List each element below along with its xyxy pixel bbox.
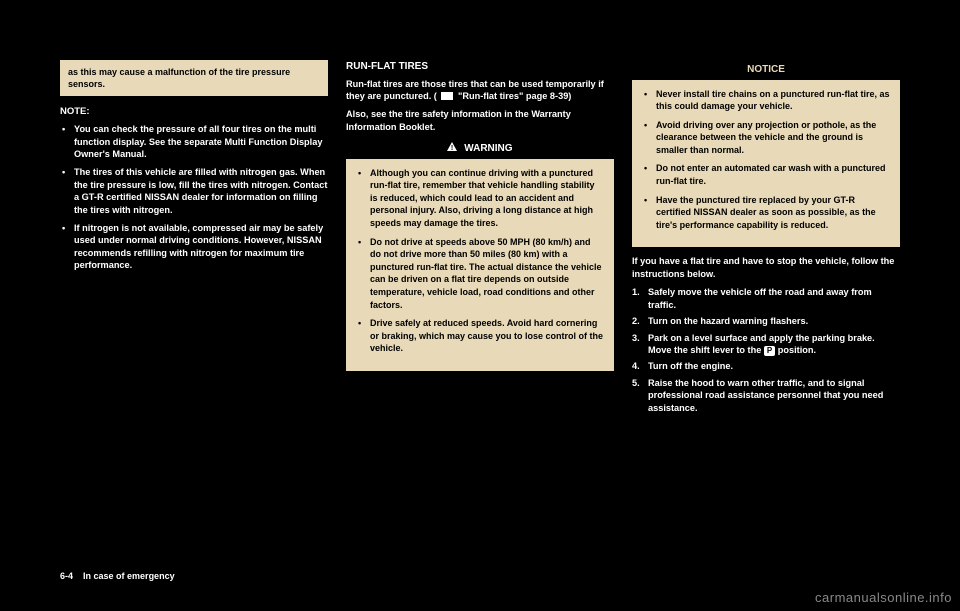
reference-icon — [441, 92, 453, 100]
section-title: In case of emergency — [83, 571, 175, 581]
step: Park on a level surface and apply the pa… — [632, 332, 900, 357]
warning-box: ! WARNING Although you can continue driv… — [346, 139, 614, 371]
notice-bullet: Have the punctured tire replaced by your… — [642, 194, 890, 232]
notice-bullet: Do not enter an automated car wash with … — [642, 162, 890, 187]
intro-paragraph-2: Also, see the tire safety information in… — [346, 108, 614, 133]
page-content: as this may cause a malfunction of the t… — [60, 60, 900, 560]
step-text-a: Park on a level surface and apply the pa… — [648, 333, 875, 355]
column-1: as this may cause a malfunction of the t… — [60, 60, 328, 560]
column-3: NOTICE Never install tire chains on a pu… — [632, 60, 900, 560]
note-bullets: You can check the pressure of all four t… — [60, 123, 328, 272]
step: Raise the hood to warn other traffic, an… — [632, 377, 900, 414]
intro-text-b: "Run-flat tires" page 8-39) — [458, 91, 571, 101]
note-label: NOTE: — [60, 106, 328, 119]
caution-box-continued: as this may cause a malfunction of the t… — [60, 60, 328, 96]
step: Turn on the hazard warning flashers. — [632, 315, 900, 327]
intro-paragraph-1: Run-flat tires are those tires that can … — [346, 78, 614, 103]
watermark: carmanualsonline.info — [815, 590, 952, 605]
warning-bullet: Drive safely at reduced speeds. Avoid ha… — [356, 317, 604, 355]
column-2: RUN-FLAT TIRES Run-flat tires are those … — [346, 60, 614, 560]
notice-bullets: Never install tire chains on a punctured… — [642, 88, 890, 232]
step-text-b: position. — [778, 345, 816, 355]
warning-icon: ! — [447, 142, 457, 156]
note-bullet: If nitrogen is not available, compressed… — [60, 222, 328, 272]
svg-text:!: ! — [451, 145, 453, 151]
notice-body: Never install tire chains on a punctured… — [632, 80, 900, 248]
warning-bullet: Although you can continue driving with a… — [356, 167, 604, 230]
instruction-steps: Safely move the vehicle off the road and… — [632, 286, 900, 414]
warning-body: Although you can continue driving with a… — [346, 159, 614, 371]
note-bullet: The tires of this vehicle are filled wit… — [60, 166, 328, 216]
warning-header-text: WARNING — [464, 143, 512, 154]
flat-tire-paragraph: If you have a flat tire and have to stop… — [632, 255, 900, 280]
notice-box: NOTICE Never install tire chains on a pu… — [632, 60, 900, 247]
warning-bullet: Do not drive at speeds above 50 MPH (80 … — [356, 236, 604, 312]
step: Turn off the engine. — [632, 360, 900, 372]
warning-bullets: Although you can continue driving with a… — [356, 167, 604, 355]
notice-bullet: Avoid driving over any projection or pot… — [642, 119, 890, 157]
section-heading: RUN-FLAT TIRES — [346, 60, 614, 74]
p-position-icon: P — [764, 346, 775, 356]
notice-header: NOTICE — [632, 60, 900, 80]
page-number: 6-4 — [60, 571, 73, 581]
page-footer: 6-4 In case of emergency — [60, 571, 175, 581]
warning-header: ! WARNING — [346, 139, 614, 159]
note-bullet: You can check the pressure of all four t… — [60, 123, 328, 160]
step: Safely move the vehicle off the road and… — [632, 286, 900, 311]
notice-bullet: Never install tire chains on a punctured… — [642, 88, 890, 113]
